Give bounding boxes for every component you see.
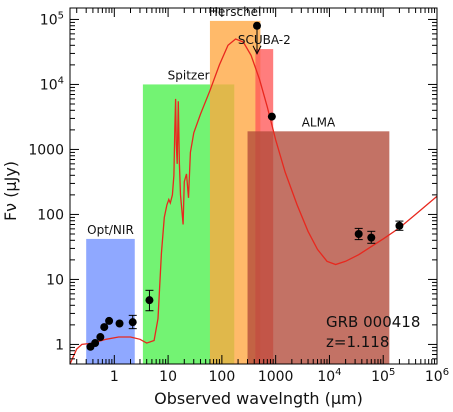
y-axis-label: Fν (μJy) xyxy=(1,161,20,221)
data-point-2 xyxy=(96,333,105,342)
redshift-annotation: z=1.118 xyxy=(326,333,389,351)
y-tick-label-10: 10 xyxy=(46,272,64,288)
data-point-11 xyxy=(395,221,404,230)
band-label-opt-nir: Opt/NIR xyxy=(87,223,134,237)
y-tick-label-100: 100 xyxy=(37,207,64,223)
y-tick-label-1: 1 xyxy=(55,337,64,353)
y-tick-label-10-5: 105 xyxy=(40,10,64,28)
band-alma xyxy=(247,131,390,364)
data-point-9 xyxy=(354,230,363,239)
band-label-alma: ALMA xyxy=(302,115,336,129)
data-point-3 xyxy=(100,323,109,332)
x-tick-label-10: 10 xyxy=(159,369,177,385)
plot-border xyxy=(69,7,438,365)
data-point-7 xyxy=(145,296,154,305)
data-point-10 xyxy=(367,233,376,242)
x-tick-label-1: 1 xyxy=(110,369,119,385)
axis-ticks xyxy=(70,8,438,365)
data-point-1 xyxy=(91,339,100,348)
wavelength-bands xyxy=(86,20,390,365)
model-sed-curve xyxy=(69,38,438,365)
band-label-scuba-2: SCUBA-2 xyxy=(238,33,291,47)
band-label-herschel: Herschel xyxy=(209,5,262,19)
data-point-5 xyxy=(115,319,124,328)
x-tick-label-100: 100 xyxy=(209,369,236,385)
band-labels: Opt/NIR Spitzer Herschel SCUBA-2 ALMA xyxy=(87,5,336,237)
band-label-spitzer: Spitzer xyxy=(168,68,210,82)
plot-frame xyxy=(69,7,438,365)
x-tick-label-10-5: 105 xyxy=(371,367,395,385)
data-point-4 xyxy=(105,316,114,325)
data-point-6 xyxy=(128,318,137,327)
tick-labels: 1 10 100 1000 104 105 106 1 10 100 1000 104 105 xyxy=(28,10,449,385)
data-points-layer xyxy=(86,21,404,351)
model-curve-layer xyxy=(69,38,438,365)
upper-limit-arrowhead-0 xyxy=(252,45,262,55)
y-tick-label-10-4: 104 xyxy=(40,75,64,93)
x-tick-label-1000: 1000 xyxy=(258,369,294,385)
data-point-8 xyxy=(267,112,276,121)
y-tick-label-1000: 1000 xyxy=(28,142,64,158)
x-tick-label-10-4: 104 xyxy=(317,367,341,385)
x-tick-label-10-6: 106 xyxy=(425,367,449,385)
x-axis-label: Observed wavelngth (μm) xyxy=(154,389,363,408)
grb-name-annotation: GRB 000418 xyxy=(326,313,420,331)
